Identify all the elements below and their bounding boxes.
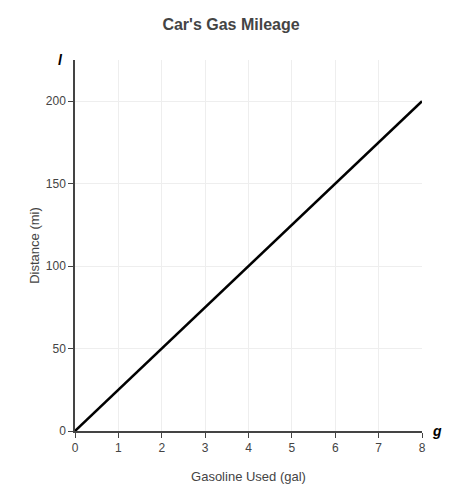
svg-text:0: 0 [59,424,66,438]
svg-text:0: 0 [72,441,79,455]
svg-text:Car's Gas Mileage: Car's Gas Mileage [162,16,299,33]
svg-text:1: 1 [115,441,122,455]
svg-text:5: 5 [289,441,296,455]
svg-text:50: 50 [52,342,66,356]
svg-text:8: 8 [419,441,426,455]
svg-text:150: 150 [46,177,66,191]
svg-text:Gasoline Used (gal): Gasoline Used (gal) [191,469,306,484]
svg-text:6: 6 [332,441,339,455]
svg-text:g: g [432,423,442,439]
svg-text:200: 200 [46,94,66,108]
svg-text:2: 2 [158,441,165,455]
svg-text:l: l [58,52,63,68]
svg-text:100: 100 [46,259,66,273]
svg-text:7: 7 [375,441,382,455]
svg-text:3: 3 [202,441,209,455]
svg-text:4: 4 [245,441,252,455]
svg-text:Distance (mi): Distance (mi) [27,207,42,284]
